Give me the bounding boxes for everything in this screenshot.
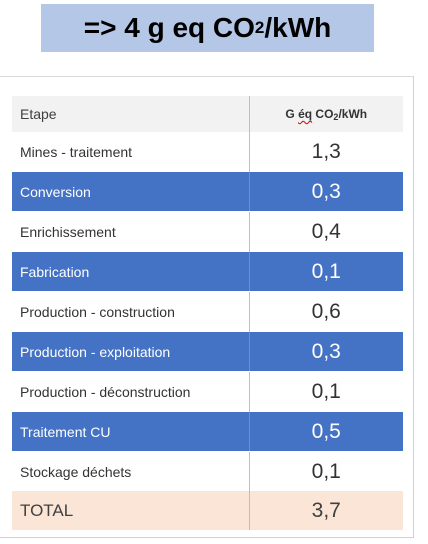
spellcheck-flagged-word: éq — [298, 107, 313, 121]
total-row: TOTAL 3,7 — [12, 491, 403, 530]
row-step-label: Conversion — [12, 171, 249, 212]
table-row: Mines - traitement 1,3 — [12, 132, 403, 172]
row-step-label: Mines - traitement — [20, 143, 133, 160]
row-step-label: Enrichissement — [20, 223, 116, 240]
row-value: 0,3 — [248, 171, 403, 212]
total-value: 3,7 — [248, 491, 403, 530]
column-header-value-mid: CO — [312, 107, 334, 121]
table-header-row: Etape G éq CO2/kWh — [12, 96, 403, 132]
column-header-value: G éq CO2/kWh — [248, 96, 403, 132]
row-step-label: Production - déconstruction — [20, 383, 191, 400]
column-header-value-suffix: /kWh — [338, 107, 368, 121]
row-step-label: Stockage déchets — [20, 463, 132, 480]
table-row: Stockage déchets 0,1 — [12, 451, 403, 491]
row-step-label: Traitement CU — [12, 411, 249, 452]
headline-banner: => 4 g eq CO 2/kWh — [41, 4, 374, 52]
row-step-label: Production - construction — [20, 303, 175, 320]
row-step-label: Production - exploitation — [12, 331, 249, 372]
row-value: 0,1 — [248, 451, 403, 491]
column-header-value-prefix: G — [285, 107, 299, 121]
table-row: Enrichissement 0,4 — [12, 211, 403, 252]
table-card: Etape G éq CO2/kWh Mines - traitement 1,… — [0, 76, 414, 538]
row-value: 0,1 — [248, 371, 403, 412]
table-row: Conversion 0,3 — [12, 171, 403, 212]
headline-prefix: => 4 g eq CO — [83, 12, 255, 43]
table-row: Production - déconstruction 0,1 — [12, 371, 403, 412]
column-header-value-sub: 2 — [333, 112, 339, 122]
row-value: 0,4 — [248, 211, 403, 252]
row-value: 0,3 — [248, 331, 403, 372]
row-step-label: Fabrication — [12, 251, 249, 292]
table-row: Fabrication 0,1 — [12, 251, 403, 292]
row-value: 0,6 — [248, 291, 403, 332]
table-row: Production - construction 0,6 — [12, 291, 403, 332]
row-value: 0,1 — [248, 251, 403, 292]
table-row: Traitement CU 0,5 — [12, 411, 403, 452]
emissions-table: Etape G éq CO2/kWh Mines - traitement 1,… — [12, 96, 403, 530]
column-header-step: Etape — [20, 106, 57, 122]
row-value: 0,5 — [248, 411, 403, 452]
headline-suffix: /kWh — [264, 12, 332, 43]
table-row: Production - exploitation 0,3 — [12, 331, 403, 372]
row-value: 1,3 — [248, 132, 403, 172]
total-label: TOTAL — [20, 500, 74, 520]
